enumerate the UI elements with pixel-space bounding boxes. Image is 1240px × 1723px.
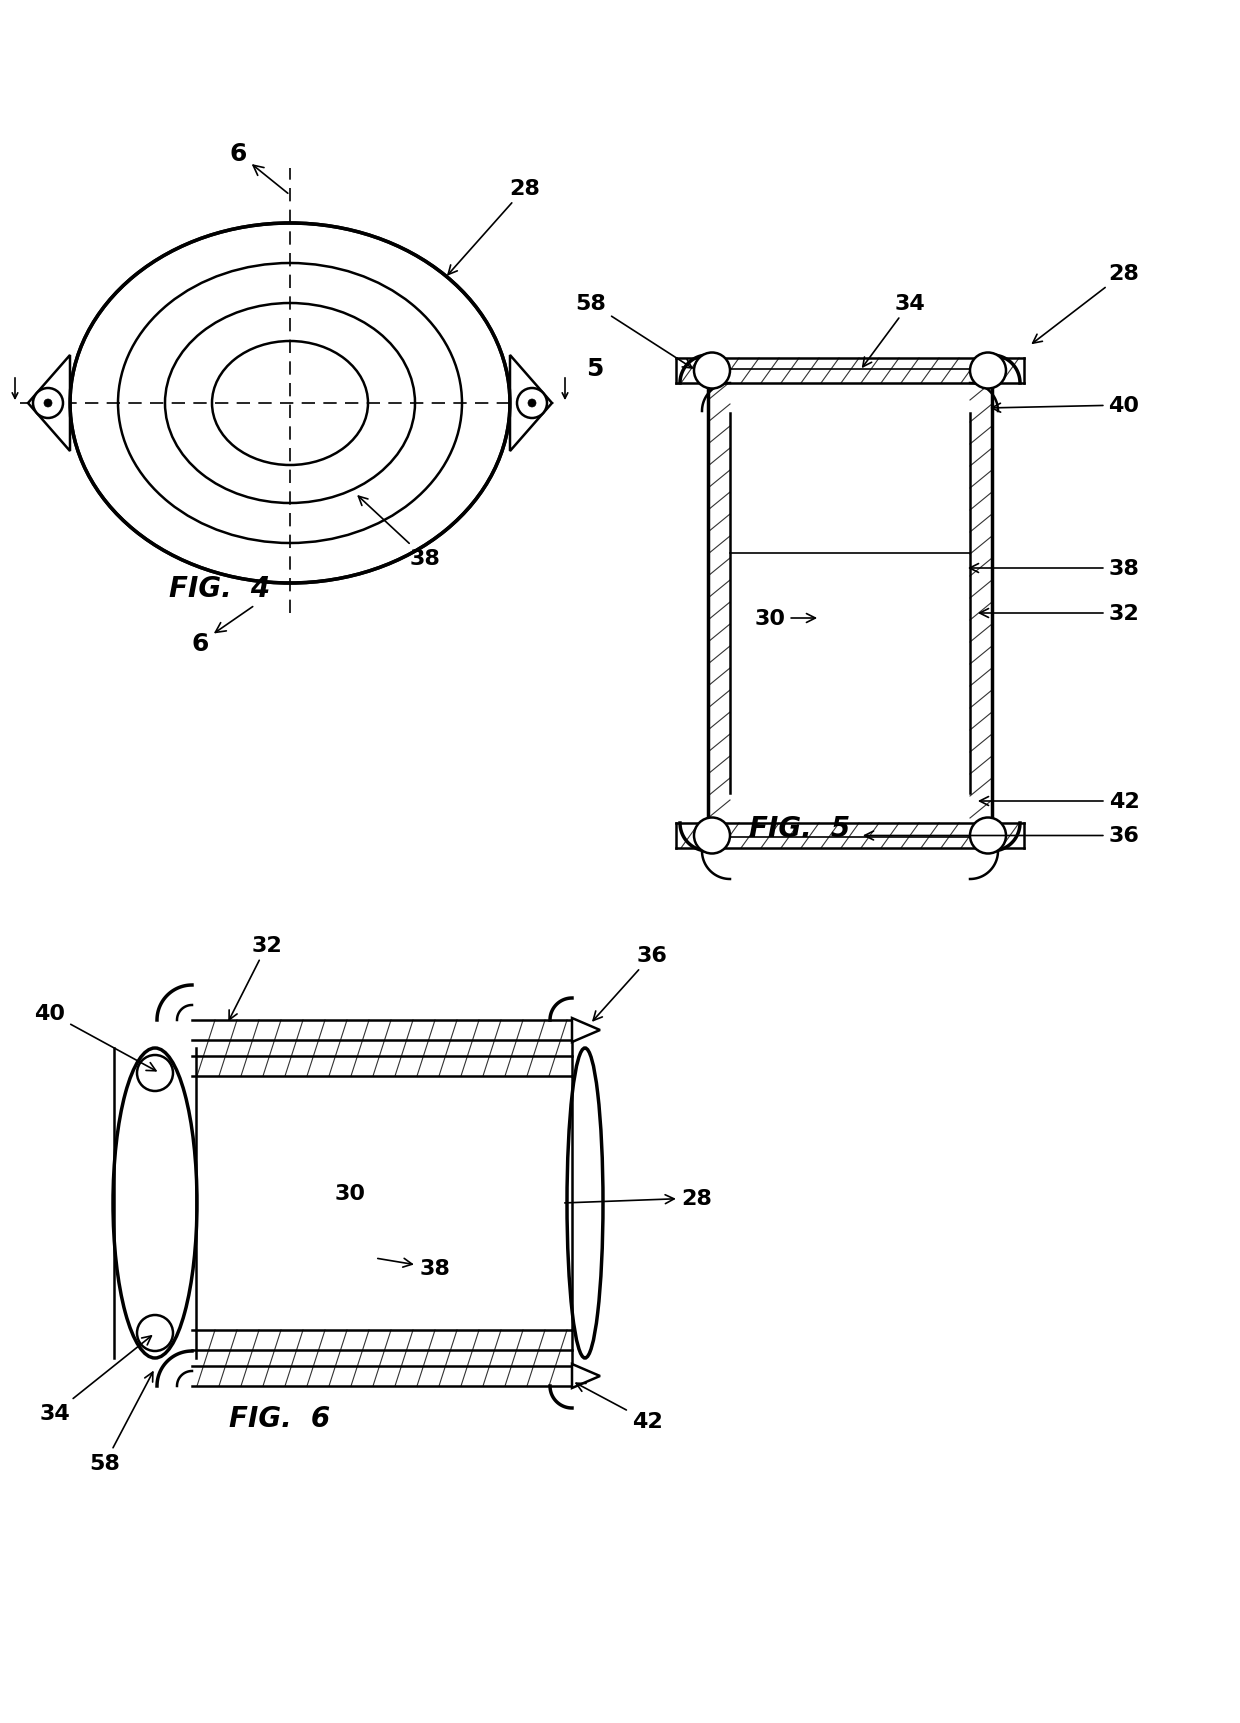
Text: 40: 40 xyxy=(992,396,1140,415)
Text: 5: 5 xyxy=(587,357,604,381)
Text: 38: 38 xyxy=(970,558,1140,579)
Text: 58: 58 xyxy=(575,295,692,369)
Text: 42: 42 xyxy=(980,791,1140,812)
Text: FIG.  5: FIG. 5 xyxy=(749,815,851,843)
Text: 34: 34 xyxy=(863,295,925,367)
Text: 36: 36 xyxy=(864,825,1140,846)
Circle shape xyxy=(43,400,52,408)
Circle shape xyxy=(517,389,547,419)
Text: 38: 38 xyxy=(378,1258,450,1278)
Polygon shape xyxy=(676,824,1024,848)
Circle shape xyxy=(694,353,730,389)
Text: 36: 36 xyxy=(593,946,667,1022)
Circle shape xyxy=(33,389,63,419)
Text: 40: 40 xyxy=(35,1003,156,1072)
Text: 42: 42 xyxy=(577,1384,662,1432)
Circle shape xyxy=(136,1315,174,1351)
Text: 6: 6 xyxy=(191,606,253,656)
Polygon shape xyxy=(572,1365,600,1389)
Circle shape xyxy=(970,353,1006,389)
Text: 38: 38 xyxy=(358,496,440,569)
Text: FIG.  6: FIG. 6 xyxy=(229,1404,331,1432)
Polygon shape xyxy=(572,1018,600,1042)
Text: 28: 28 xyxy=(564,1189,713,1208)
Circle shape xyxy=(970,818,1006,855)
Ellipse shape xyxy=(113,1048,197,1358)
Text: 30: 30 xyxy=(335,1184,366,1203)
Text: 32: 32 xyxy=(229,936,283,1020)
Text: 30: 30 xyxy=(754,608,816,629)
Text: 28: 28 xyxy=(1033,264,1140,345)
Text: FIG.  4: FIG. 4 xyxy=(170,575,270,603)
Circle shape xyxy=(136,1056,174,1091)
Ellipse shape xyxy=(567,1048,603,1358)
Polygon shape xyxy=(510,355,552,451)
Polygon shape xyxy=(192,1048,572,1358)
Circle shape xyxy=(694,818,730,855)
Circle shape xyxy=(528,400,536,408)
Text: 34: 34 xyxy=(40,1335,151,1423)
Text: 32: 32 xyxy=(980,603,1140,624)
Text: 58: 58 xyxy=(89,1372,153,1473)
Polygon shape xyxy=(676,358,1024,384)
Polygon shape xyxy=(29,355,69,451)
Text: 6: 6 xyxy=(229,141,288,195)
Text: 28: 28 xyxy=(448,179,541,276)
